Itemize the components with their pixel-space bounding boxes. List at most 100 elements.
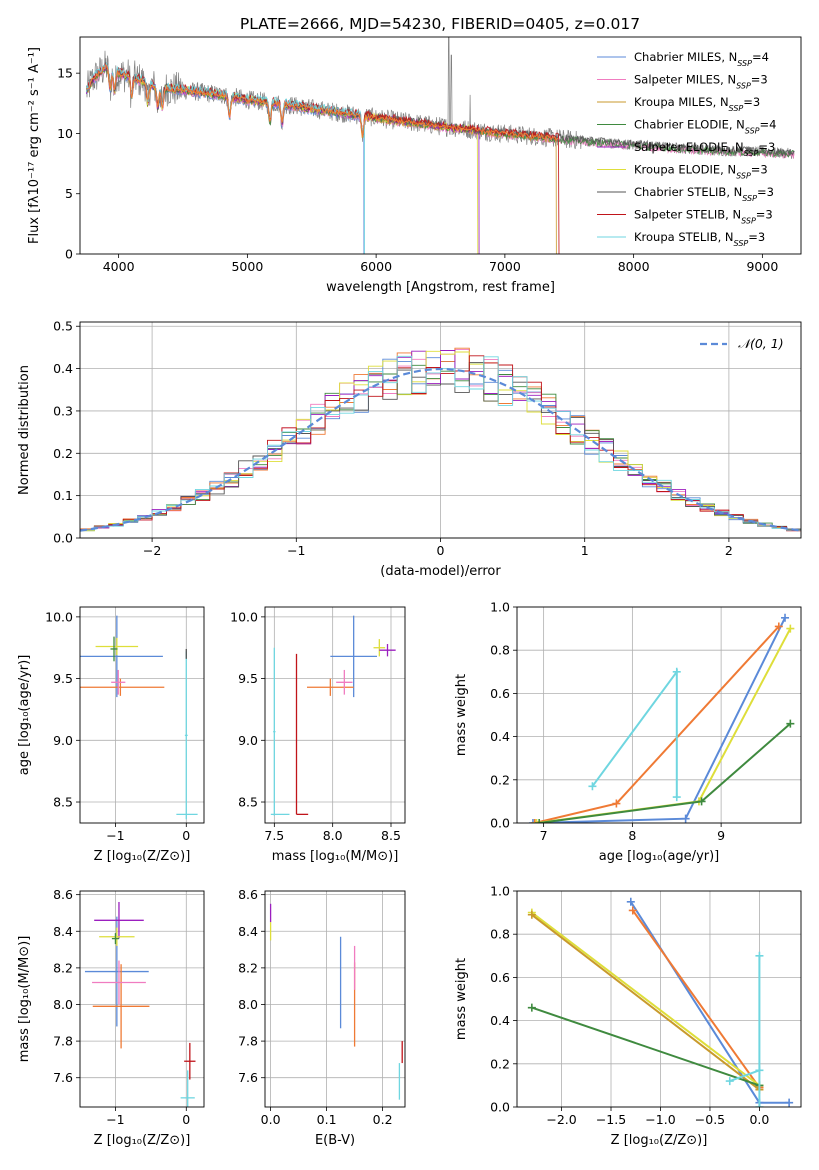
series-marker bbox=[681, 814, 690, 823]
errorbar-point bbox=[330, 615, 377, 698]
y-tick-label: 8.5 bbox=[238, 795, 258, 810]
y-tick-label: 7.6 bbox=[238, 1070, 258, 1085]
histogram-chabrier-stelib bbox=[80, 361, 801, 531]
y-tick-label: 7.8 bbox=[238, 1034, 258, 1049]
y-tick-label: 0.0 bbox=[490, 816, 510, 831]
x-tick-label: 0.0 bbox=[261, 1112, 281, 1127]
y-tick-label: 8.6 bbox=[53, 887, 73, 902]
histogram-salpeter-elodie bbox=[80, 350, 801, 532]
x-tick-label: 9 bbox=[717, 828, 725, 843]
mass-weight-vs-Z-panel: −2.0 −1.5 −1.0 −0.5 0.0 0.0 0.2 0.4 0.6 0.8 1.0 Z [… bbox=[454, 884, 802, 1148]
errorbar-point bbox=[336, 669, 353, 695]
x-tick-label: 6000 bbox=[360, 259, 392, 274]
series-line bbox=[531, 914, 761, 1091]
x-tick-label: 8.5 bbox=[381, 828, 401, 843]
legend-entry: Salpeter ELODIE, NSSP=3 bbox=[634, 140, 775, 158]
x-tick-label: −1.0 bbox=[645, 1112, 675, 1127]
errorbar-point bbox=[184, 1042, 196, 1080]
y-tick-label: 0.3 bbox=[53, 403, 73, 418]
y-tick-label: 0.5 bbox=[53, 319, 73, 334]
series-line bbox=[729, 955, 761, 1107]
errorbar-point bbox=[94, 901, 144, 939]
errorbar-point bbox=[92, 960, 146, 1005]
spectrum-model-orange bbox=[86, 64, 559, 142]
legend-entry: Salpeter MILES, NSSP=3 bbox=[634, 73, 768, 91]
legend-entry: Kroupa ELODIE, NSSP=3 bbox=[634, 163, 768, 181]
mass-vs-Z-panel: −1 0 7.6 7.8 8.0 8.2 8.4 8.6 Z [log₁₀(Z/Z⊙)] mass… bbox=[17, 887, 205, 1148]
residuals-legend: 𝒩(0, 1) bbox=[700, 336, 784, 351]
spectrum-data-line bbox=[86, 37, 795, 159]
plot-frame bbox=[264, 606, 406, 824]
errorbar-point bbox=[92, 964, 150, 1049]
series-line bbox=[631, 909, 761, 1089]
spectrum-panel: 4000 5000 6000 7000 8000 9000 0 5 10 15 wavelength… bbox=[27, 36, 802, 295]
x-tick-label: 0.0 bbox=[749, 1112, 769, 1127]
y-tick-label: 0.0 bbox=[53, 531, 73, 546]
x-tick-label: 0.1 bbox=[317, 1112, 337, 1127]
y-tick-label: 0.4 bbox=[490, 1013, 510, 1028]
x-tick-label: 7.5 bbox=[264, 828, 284, 843]
plot-area bbox=[528, 613, 795, 823]
errorbar-point bbox=[273, 647, 276, 816]
errorbar-point bbox=[180, 1070, 195, 1107]
errorbar-point bbox=[184, 651, 188, 820]
y-tick-label: 8.2 bbox=[238, 960, 258, 975]
x-tick-label: −1.5 bbox=[596, 1112, 626, 1127]
errorbar-point bbox=[111, 933, 119, 945]
series-marker bbox=[588, 782, 597, 791]
x-tick-label: −0.5 bbox=[695, 1112, 725, 1127]
x-tick-label: −1 bbox=[287, 543, 305, 558]
legend-entry: Chabrier MILES, NSSP=4 bbox=[634, 50, 769, 68]
series-marker bbox=[774, 622, 783, 631]
series-marker bbox=[785, 1098, 794, 1107]
series-marker bbox=[528, 819, 537, 823]
series-line bbox=[539, 722, 791, 823]
errorbar-point bbox=[379, 644, 396, 657]
y-tick-label: 0.6 bbox=[490, 686, 510, 701]
x-axis-label: Z [log₁₀(Z/Z⊙)] bbox=[611, 1133, 708, 1148]
legend-entry: Chabrier ELODIE, NSSP=4 bbox=[634, 118, 776, 136]
y-tick-label: 8.4 bbox=[53, 924, 73, 939]
errorbar-point bbox=[80, 615, 163, 698]
errorbar-point bbox=[373, 639, 386, 657]
y-tick-label: 9.0 bbox=[53, 733, 73, 748]
y-tick-label: 0.1 bbox=[53, 488, 73, 503]
y-tick-label: 5 bbox=[65, 186, 73, 201]
series-marker bbox=[781, 613, 790, 622]
y-tick-label: 9.5 bbox=[238, 671, 258, 686]
age-vs-mass-panel: 7.5 8.0 8.5 8.5 9.0 9.5 10.0 mass [log₁₀(M/M⊙)] bbox=[230, 606, 406, 864]
series-marker bbox=[530, 819, 539, 823]
x-tick-label: 0 bbox=[182, 1112, 190, 1127]
y-tick-label: 10.0 bbox=[45, 609, 73, 624]
spectrum-model-kroupa-stelib bbox=[85, 62, 365, 254]
mass-weight-vs-age-panel: 7 8 9 0.0 0.2 0.4 0.6 0.8 1.0 age [log₁₀(age/yr)]… bbox=[454, 600, 802, 864]
histogram-kroupa-stelib bbox=[80, 355, 801, 531]
x-axis-label: mass [log₁₀(M/M⊙)] bbox=[272, 849, 399, 864]
series-marker bbox=[535, 819, 544, 823]
x-tick-label: −2.0 bbox=[546, 1112, 576, 1127]
spectrum-model-salpeter-stelib bbox=[85, 63, 560, 254]
figure-title: PLATE=2666, MJD=54230, FIBERID=0405, z=0… bbox=[240, 15, 640, 33]
series-marker bbox=[672, 667, 681, 676]
y-tick-label: 0.2 bbox=[53, 446, 73, 461]
x-tick-label: −2 bbox=[143, 543, 161, 558]
y-tick-label: 1.0 bbox=[490, 884, 510, 899]
spectrum-model-salpeter-miles bbox=[85, 66, 795, 159]
legend-entry: Kroupa STELIB, NSSP=3 bbox=[634, 230, 765, 248]
plot-frame bbox=[264, 890, 406, 1108]
series-marker bbox=[786, 719, 795, 728]
legend-entry: Chabrier STELIB, NSSP=3 bbox=[634, 185, 774, 203]
x-axis-label: age [log₁₀(age/yr)] bbox=[599, 849, 720, 864]
series-marker bbox=[532, 819, 541, 823]
y-tick-label: 9.5 bbox=[53, 671, 73, 686]
errorbar-point bbox=[99, 927, 135, 946]
x-axis-label: wavelength [Angstrom, rest frame] bbox=[326, 280, 555, 295]
plot-area bbox=[269, 903, 403, 1100]
residuals-panel: −2 −1 0 1 2 0.0 0.1 0.2 0.3 0.4 0.5 (data-model)/er… bbox=[17, 319, 802, 579]
spectrum-legend: Chabrier MILES, NSSP=4 Salpeter MILES, NS… bbox=[597, 50, 776, 248]
series-marker bbox=[612, 799, 621, 808]
y-tick-label: 8.5 bbox=[53, 795, 73, 810]
x-axis-label: E(B-V) bbox=[315, 1133, 355, 1148]
y-tick-label: 8.2 bbox=[53, 960, 73, 975]
